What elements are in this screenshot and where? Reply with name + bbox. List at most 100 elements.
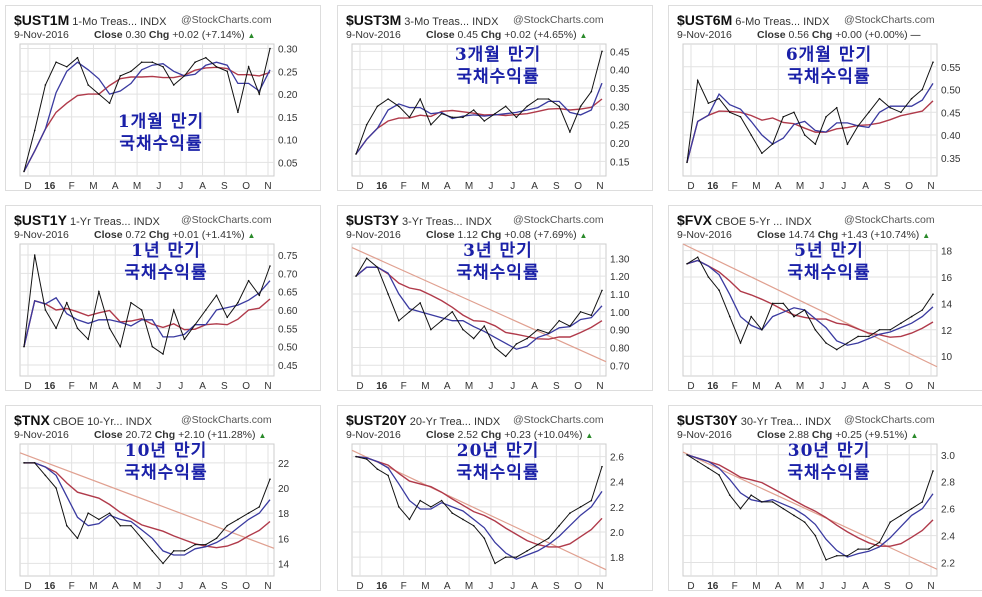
x-tick-label: A bbox=[199, 381, 206, 392]
data-point bbox=[215, 537, 218, 540]
data-point bbox=[151, 345, 154, 348]
x-tick-label: J bbox=[819, 181, 824, 192]
instrument-name: 20-Yr Trea... bbox=[409, 416, 471, 428]
x-tick-label: N bbox=[264, 581, 271, 592]
x-tick-label: 16 bbox=[44, 181, 56, 192]
y-tick-label: 1.8 bbox=[610, 553, 624, 564]
data-point bbox=[23, 170, 25, 173]
data-point bbox=[835, 554, 838, 557]
data-point bbox=[183, 550, 186, 552]
y-tick-label: 0.45 bbox=[941, 108, 961, 119]
data-point bbox=[237, 111, 239, 114]
y-tick-label: 2.0 bbox=[610, 528, 624, 539]
data-point bbox=[172, 84, 175, 86]
watermark: @StockCharts.com bbox=[844, 414, 935, 426]
x-tick-label: N bbox=[927, 581, 934, 592]
x-tick-label: M bbox=[421, 581, 429, 592]
symbol: $UST3M bbox=[346, 12, 402, 28]
data-point bbox=[803, 134, 806, 136]
data-point bbox=[205, 56, 207, 59]
data-point bbox=[878, 541, 881, 544]
overlay-line: 1년 만기 bbox=[131, 241, 201, 261]
chg-label: Chg bbox=[480, 429, 502, 441]
chart-panel-ust3m[interactable]: $UST3M 3-Mo Treas... INDX @StockCharts.co… bbox=[337, 5, 653, 192]
data-point bbox=[846, 554, 849, 557]
x-tick-label: S bbox=[221, 581, 228, 592]
chg-label: Chg bbox=[148, 29, 170, 41]
x-tick-label: M bbox=[796, 181, 804, 192]
data-point bbox=[889, 106, 892, 109]
data-point bbox=[835, 348, 838, 351]
data-point bbox=[846, 143, 849, 145]
data-point bbox=[868, 548, 870, 550]
data-point bbox=[921, 309, 924, 311]
data-point bbox=[921, 501, 924, 503]
x-tick-label: F bbox=[69, 581, 75, 592]
data-point bbox=[55, 327, 57, 330]
chart-title: $UST3M 3-Mo Treas... INDX bbox=[346, 12, 498, 28]
y-tick-label: 0.25 bbox=[610, 121, 630, 132]
data-point bbox=[494, 346, 496, 349]
y-tick-label: 0.45 bbox=[278, 361, 298, 372]
data-point bbox=[601, 289, 603, 292]
chg-value: +0.02 (+4.65%) bbox=[504, 29, 577, 41]
y-tick-label: 2.6 bbox=[610, 453, 624, 464]
data-point bbox=[569, 325, 571, 327]
data-point bbox=[558, 319, 561, 322]
chart-panel-ust1m[interactable]: $UST1M 1-Mo Treas... INDX @StockCharts.co… bbox=[5, 5, 321, 192]
data-point bbox=[247, 65, 250, 68]
y-tick-label: 0.30 bbox=[610, 102, 630, 113]
chart-panel-ust3y[interactable]: $UST3Y 3-Yr Treas... INDX @StockCharts.co… bbox=[337, 205, 653, 392]
overlay-line: 3개월 만기 bbox=[454, 45, 542, 65]
close-label: Close bbox=[757, 29, 786, 41]
data-point bbox=[910, 97, 913, 100]
chart-panel-ust30y[interactable]: $UST30Y 30-Yr Trea... INDX @StockCharts.c… bbox=[668, 405, 982, 592]
chart-panel-ust20y[interactable]: $UST20Y 20-Yr Trea... INDX @StockCharts.c… bbox=[337, 405, 653, 592]
y-tick-label: 0.45 bbox=[610, 47, 630, 58]
data-point bbox=[825, 116, 827, 118]
data-point bbox=[226, 70, 229, 73]
y-tick-label: 10 bbox=[941, 352, 953, 363]
x-tick-label: A bbox=[444, 181, 451, 192]
chart-title: $TNX CBOE 10-Yr... INDX bbox=[14, 412, 152, 428]
data-point bbox=[483, 537, 486, 540]
close-label: Close bbox=[757, 429, 786, 441]
quote-line: 9-Nov-2016 Close 1.12 Chg +0.08 (+7.69%) … bbox=[346, 229, 646, 241]
x-tick-label: J bbox=[819, 381, 824, 392]
x-tick-label: M bbox=[89, 581, 97, 592]
plot-area bbox=[682, 443, 938, 577]
chart-panel-tnx[interactable]: $TNX CBOE 10-Yr... INDX @StockCharts.com 9… bbox=[5, 405, 321, 592]
data-point bbox=[707, 276, 710, 278]
x-tick-label: J bbox=[841, 381, 846, 392]
chart-panel-ust6m[interactable]: $UST6M 6-Mo Treas... INDX @StockCharts.co… bbox=[668, 5, 982, 192]
close-value: 2.88 bbox=[788, 429, 809, 441]
x-tick-label: J bbox=[156, 581, 161, 592]
data-point bbox=[537, 98, 539, 100]
data-point bbox=[601, 50, 603, 53]
data-point bbox=[718, 474, 720, 476]
quote-line: 9-Nov-2016 Close 0.72 Chg +0.01 (+1.41%) … bbox=[14, 229, 314, 241]
y-tick-label: 18 bbox=[278, 509, 290, 520]
chart-panel-fvx[interactable]: $FVX CBOE 5-Yr ... INDX @StockCharts.com 9… bbox=[668, 205, 982, 392]
close-label: Close bbox=[426, 429, 455, 441]
data-point bbox=[547, 537, 550, 540]
data-point bbox=[504, 556, 507, 558]
data-point bbox=[258, 294, 261, 297]
data-point bbox=[526, 105, 528, 108]
y-tick-label: 0.15 bbox=[610, 157, 630, 168]
data-point bbox=[387, 98, 389, 100]
watermark: @StockCharts.com bbox=[181, 414, 272, 426]
x-tick-label: 16 bbox=[44, 581, 56, 592]
x-tick-label: O bbox=[574, 581, 582, 592]
korean-overlay: 30년 만기 국채수익률 bbox=[764, 440, 894, 484]
close-label: Close bbox=[94, 229, 123, 241]
moving-average-short bbox=[24, 462, 271, 556]
data-point bbox=[878, 329, 881, 331]
data-point bbox=[55, 487, 57, 489]
chart-panel-ust1y[interactable]: $UST1Y 1-Yr Treas... INDX @StockCharts.co… bbox=[5, 205, 321, 392]
close-label: Close bbox=[94, 429, 123, 441]
overlay-line: 30년 만기 bbox=[787, 441, 871, 461]
chart-plot: D 16 F M A M J J A S O N 0.15 0.20 0.25 0.30 0.35 0.40 0.4… bbox=[351, 43, 630, 192]
x-tick-label: A bbox=[775, 581, 782, 592]
data-point bbox=[579, 105, 582, 108]
